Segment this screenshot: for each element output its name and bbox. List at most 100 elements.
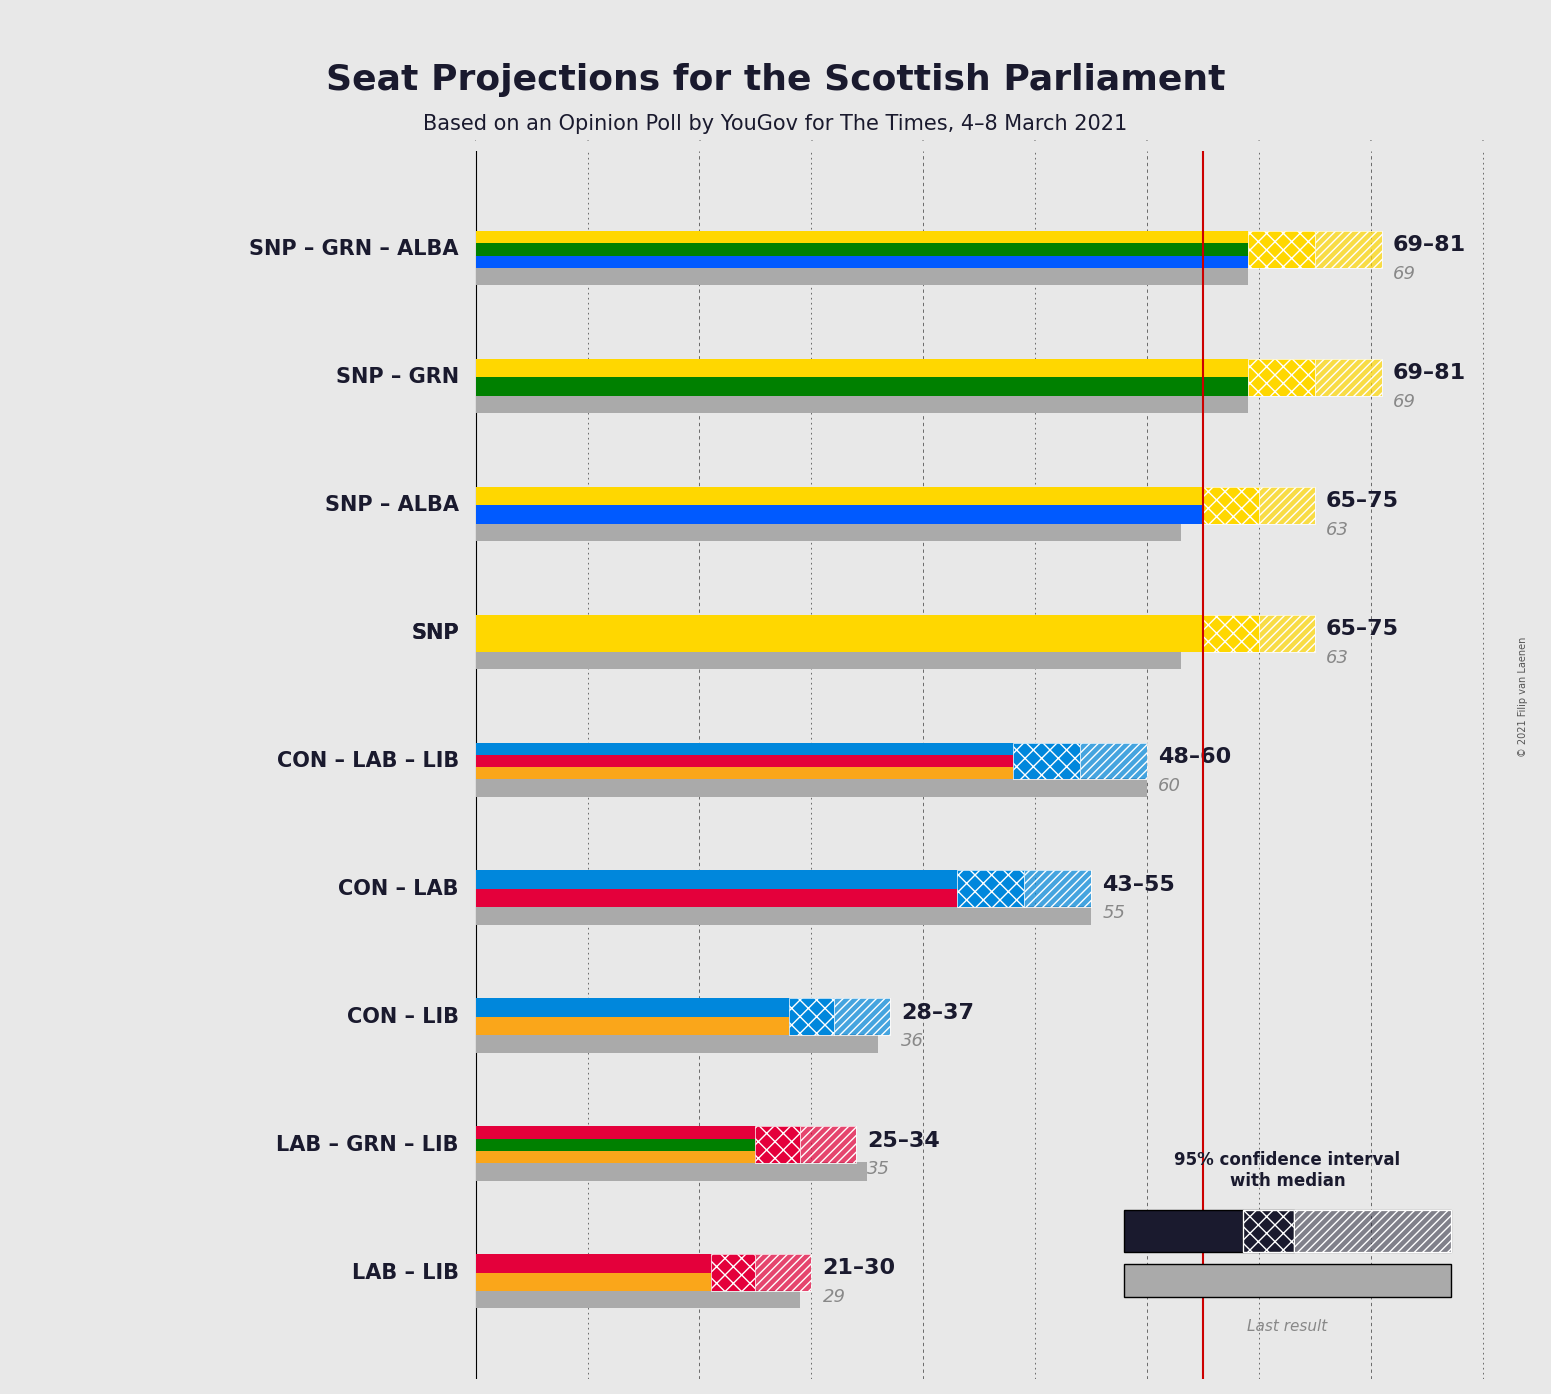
Bar [1059,255,1062,268]
Bar [1084,255,1089,268]
Bar [633,756,636,767]
Bar [1000,487,1005,505]
Bar [591,1126,592,1139]
Bar [754,756,757,767]
Bar [786,255,791,268]
Bar [962,756,965,767]
Bar [754,998,755,1016]
Bar [782,1139,783,1151]
Bar [551,358,555,378]
Bar [675,487,679,505]
Bar [644,615,648,651]
Bar [788,889,791,907]
Bar [828,378,833,396]
Bar [555,358,560,378]
Bar [845,889,848,907]
Bar [746,615,749,651]
Bar [506,1016,509,1036]
Bar [1235,358,1239,378]
Bar [495,505,499,524]
Bar [704,1139,706,1151]
Bar [1252,615,1255,651]
Bar [1214,231,1218,244]
Bar [783,743,786,756]
Bar [803,998,805,1016]
Bar [900,358,904,378]
Bar [789,998,834,1036]
Bar [592,487,597,505]
Bar [962,244,966,255]
Bar [777,358,782,378]
Bar [565,998,568,1016]
Bar [673,998,675,1016]
Bar [667,1151,668,1163]
Bar [625,1016,627,1036]
Bar [803,255,807,268]
Bar [867,505,872,524]
Bar [668,1139,670,1151]
Bar [976,255,979,268]
Bar [706,889,709,907]
Bar [720,743,723,756]
Bar [980,505,985,524]
Bar [1247,358,1315,396]
Bar [538,615,543,651]
Bar [651,231,656,244]
Bar [749,255,752,268]
Bar [1079,743,1148,779]
Bar [512,756,515,767]
Bar [776,1139,777,1151]
Bar [630,1016,631,1036]
Bar [777,378,782,396]
Bar [554,487,558,505]
Bar [914,870,917,889]
Bar [614,231,619,244]
Bar [976,231,979,244]
Bar [571,1151,572,1163]
Bar [563,1151,565,1163]
Bar [548,378,551,396]
Bar [738,487,741,505]
Bar [834,756,838,767]
Bar [513,244,518,255]
Bar [983,255,988,268]
Bar [825,998,827,1016]
Bar [1013,378,1017,396]
Bar [518,244,521,255]
Bar [820,358,824,378]
Bar [684,998,686,1016]
Bar [633,1139,634,1151]
Bar [616,1151,617,1163]
Bar [988,870,991,889]
Bar [1047,255,1050,268]
Bar [887,231,892,244]
Bar [731,487,734,505]
Bar [793,487,797,505]
Bar [527,743,530,756]
Bar [523,998,524,1016]
Bar [875,767,878,779]
Bar [561,615,566,651]
Bar [833,244,836,255]
Bar [668,244,673,255]
Bar [548,244,551,255]
Bar [845,231,848,244]
Bar [789,1016,791,1036]
Bar [907,743,910,756]
Bar [774,998,777,1016]
Bar [1155,231,1160,244]
Bar [548,231,551,244]
Bar [740,255,744,268]
Bar [966,231,971,244]
Bar [808,487,813,505]
Bar [744,1126,746,1139]
Bar [977,743,980,756]
Bar [986,767,990,779]
Bar [648,1016,650,1036]
Bar [1042,358,1047,378]
Bar [686,244,690,255]
Bar [684,756,687,767]
Bar [633,615,636,651]
Bar [627,889,630,907]
Bar [675,756,678,767]
